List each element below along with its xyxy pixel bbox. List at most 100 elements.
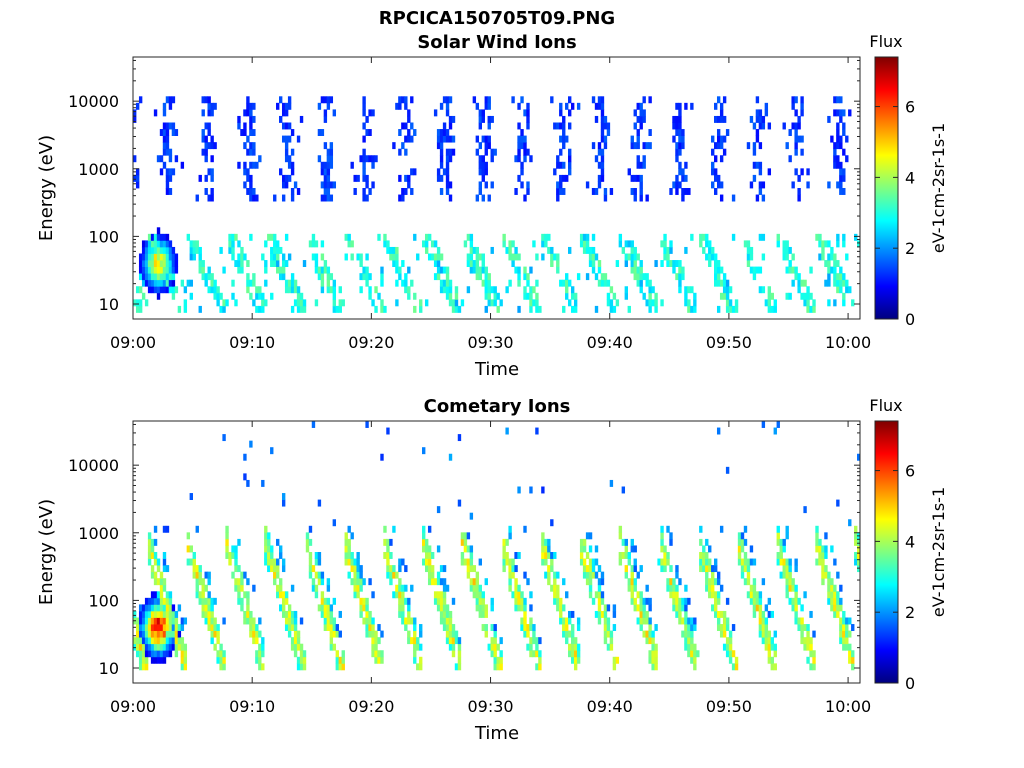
flux-cell-1-1145 (722, 624, 727, 631)
flux-cell-1-17 (138, 617, 143, 625)
flux-cell-0-682 (448, 148, 453, 156)
flux-cell-0-487 (347, 240, 351, 248)
flux-cell-1-1157 (728, 643, 733, 651)
flux-cell-0-1135 (681, 188, 685, 195)
flux-cell-1-79 (153, 604, 158, 612)
flux-cell-0-210 (207, 102, 211, 110)
flux-cell-0-1059 (642, 161, 646, 169)
flux-cell-1-1265 (788, 578, 792, 586)
flux-cell-0-1275 (761, 194, 766, 202)
flux-cell-1-584 (410, 584, 414, 592)
flux-cell-0-595 (407, 135, 411, 143)
flux-cell-1-169 (177, 637, 182, 645)
flux-cell-1-1068 (684, 624, 688, 631)
flux-cell-0-369 (284, 148, 289, 156)
flux-cell-0-325 (264, 260, 268, 267)
flux-cell-0-427 (320, 279, 325, 287)
flux-cell-0-443 (323, 174, 328, 182)
flux-cell-1-1204 (758, 617, 763, 625)
flux-cell-0-203 (207, 266, 211, 274)
flux-cell-1-1264 (788, 584, 792, 592)
flux-cell-0-1176 (711, 148, 715, 156)
flux-cell-0-863 (547, 233, 551, 241)
flux-cell-1-916 (597, 617, 602, 625)
flux-cell-0-832 (526, 292, 530, 300)
flux-cell-1-949 (615, 656, 620, 664)
flux-cell-0-864 (550, 260, 554, 267)
flux-cell-1-922 (597, 578, 602, 586)
flux-cell-1-183 (183, 643, 188, 651)
flux-cell-1-1074 (687, 650, 691, 658)
flux-cell-1-187 (186, 532, 191, 540)
flux-cell-0-403 (296, 188, 301, 195)
flux-cell-0-1423 (842, 292, 846, 300)
flux-cell-1-340 (276, 584, 280, 592)
flux-cell-0-1054 (639, 115, 643, 123)
flux-cell-1-689 (466, 545, 471, 553)
flux-cell-0-798 (514, 266, 518, 274)
flux-cell-0-1058 (642, 273, 646, 281)
flux-cell-1-1081 (690, 656, 694, 664)
flux-cell-0-44 (147, 233, 152, 241)
flux-cell-0-705 (469, 253, 474, 261)
flux-cell-1-912 (594, 591, 599, 599)
flux-cell-0-1359 (818, 253, 822, 261)
flux-cell-1-848 (556, 571, 560, 579)
flux-cell-1-1200 (755, 597, 760, 605)
flux-cell-1-251 (222, 434, 226, 442)
flux-cell-1-319 (264, 552, 268, 559)
flux-cell-1-767 (514, 591, 518, 599)
flux-cell-0-191 (204, 279, 208, 287)
flux-cell-1-347 (279, 584, 283, 592)
flux-cell-0-1290 (773, 305, 777, 313)
flux-cell-1-913 (594, 571, 599, 579)
flux-cell-1-381 (293, 610, 298, 618)
flux-cell-0-1121 (678, 181, 682, 189)
flux-cell-1-845 (556, 597, 560, 605)
flux-cell-0-526 (368, 286, 372, 294)
flux-cell-0-946 (591, 96, 596, 104)
flux-cell-0-930 (582, 233, 587, 241)
flux-cell-0-1372 (827, 260, 831, 267)
flux-cell-0-1073 (648, 286, 652, 294)
flux-cell-1-604 (422, 525, 426, 533)
flux-cell-0-330 (270, 253, 274, 261)
flux-cell-0-366 (284, 181, 289, 189)
flux-cell-0-1281 (764, 102, 769, 110)
flux-cell-0-922 (573, 299, 578, 307)
flux-cell-1-556 (398, 610, 402, 618)
flux-cell-0-1063 (642, 109, 646, 117)
flux-cell-0-1168 (708, 253, 712, 261)
flux-cell-0-1225 (725, 279, 730, 287)
flux-cell-1-240 (216, 637, 220, 645)
flux-cell-0-86 (159, 155, 164, 163)
flux-cell-1-131 (162, 525, 167, 533)
flux-cell-0-277 (246, 168, 250, 176)
flux-cell-1-196 (195, 584, 199, 592)
x-tick-label: 10:00 (825, 333, 871, 352)
flux-cell-1-1292 (803, 591, 807, 599)
flux-cell-1-959 (624, 552, 628, 559)
flux-cell-0-848 (532, 299, 536, 307)
flux-cell-1-800 (529, 604, 533, 612)
flux-cell-1-239 (216, 650, 220, 658)
flux-cell-1-696 (469, 545, 474, 553)
flux-cell-1-968 (630, 584, 634, 592)
flux-cell-0-358 (281, 135, 286, 143)
flux-cell-0-522 (365, 155, 369, 163)
flux-cell-1-77 (153, 617, 158, 625)
flux-cell-1-162 (174, 643, 179, 651)
flux-cell-1-669 (454, 637, 459, 645)
flux-cell-0-1271 (758, 109, 763, 117)
flux-cell-1-586 (413, 650, 417, 658)
flux-cell-0-198 (204, 135, 208, 143)
flux-cell-1-207 (201, 604, 205, 612)
flux-cell-1-137 (165, 617, 170, 625)
flux-cell-1-108 (159, 617, 164, 625)
flux-cell-1-510 (368, 624, 372, 631)
flux-cell-0-1426 (842, 240, 846, 248)
flux-cell-0-1026 (633, 188, 637, 195)
flux-cell-1-460 (341, 656, 345, 664)
flux-cell-0-100 (162, 135, 167, 143)
flux-cell-0-151 (171, 96, 176, 104)
